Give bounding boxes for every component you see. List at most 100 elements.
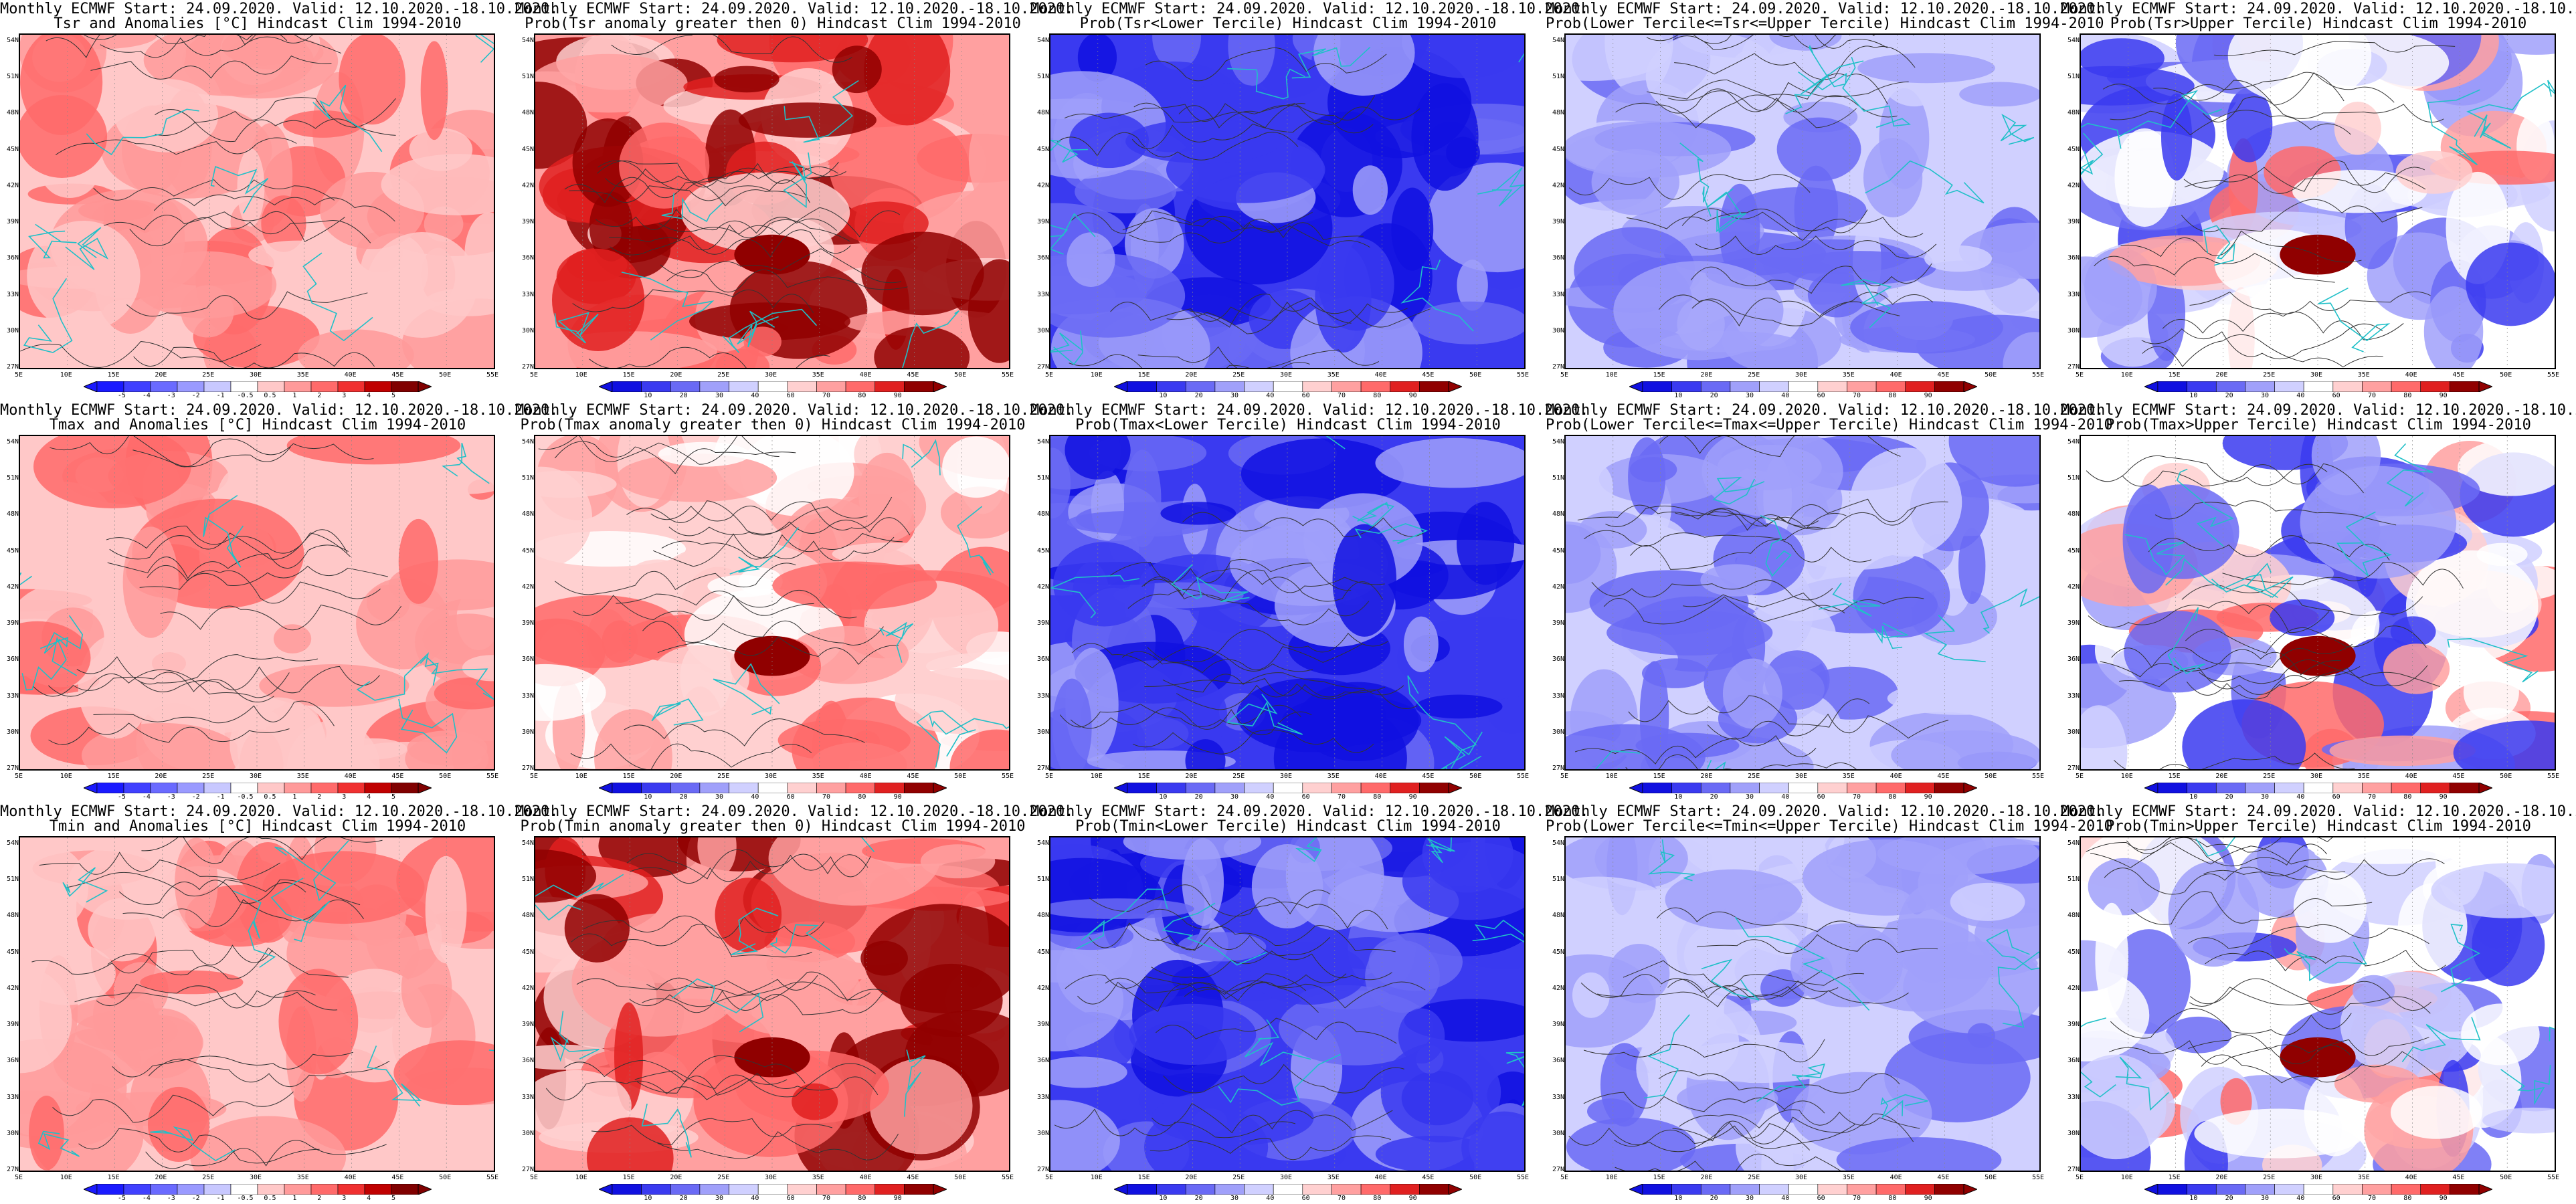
- contour-line: [1155, 1017, 1397, 1044]
- longitude-label: 50E: [1985, 371, 1997, 379]
- colorbar-label: 2: [317, 1195, 322, 1202]
- colorbar-label: 60: [786, 793, 795, 801]
- contour-line: [2214, 41, 2456, 56]
- latitude-label: 36N: [1036, 254, 1049, 262]
- contour-line: [545, 1078, 788, 1100]
- coastline: [1295, 837, 1322, 862]
- latitude-label: 33N: [6, 692, 19, 700]
- latitude-label: 36N: [521, 254, 534, 262]
- longitude-label: 30E: [1279, 371, 1293, 379]
- colorbar-label: 30: [1745, 793, 1754, 801]
- shaded-field: [1769, 35, 1842, 51]
- latitude-label: 48N: [6, 109, 19, 117]
- latitude-label: 54N: [1552, 839, 1564, 847]
- latitude-label: 30N: [2067, 1129, 2080, 1137]
- longitude-label: 20E: [2215, 773, 2228, 780]
- colorbar-label: 90: [1408, 1195, 1417, 1202]
- panel-title-line2: Prob(Tsr anomaly greater then 0) Hindcas…: [525, 15, 1021, 32]
- shaded-field: [968, 259, 1009, 363]
- colorbar-segment: [1671, 381, 1701, 392]
- shaded-field: [1671, 1041, 1844, 1084]
- colorbar-segment: [1847, 783, 1877, 793]
- shaded-field: [2390, 1086, 2482, 1139]
- longitude-label: 45E: [2452, 1174, 2465, 1181]
- colorbar-segment: [364, 381, 392, 392]
- latitude-label: 30N: [1036, 728, 1049, 736]
- colorbar-segment: [96, 1184, 124, 1195]
- colorbar-segment: [310, 783, 339, 793]
- colorbar-arrow-right: [1448, 783, 1462, 793]
- forecast-panel: Monthly ECMWF Start: 24.09.2020. Valid: …: [0, 401, 558, 803]
- contour-line: [109, 532, 351, 560]
- forecast-panel: Monthly ECMWF Start: 24.09.2020. Valid: …: [2061, 401, 2576, 803]
- shaded-field: [1857, 53, 1995, 84]
- longitude-label: 5E: [14, 773, 23, 780]
- shaded-field: [1052, 678, 1092, 769]
- contour-line: [45, 35, 288, 58]
- contour-line: [1623, 960, 1865, 988]
- colorbar-segment: [1127, 783, 1157, 793]
- longitude-label: 40E: [1890, 1174, 1902, 1181]
- shaded-field: [381, 154, 494, 215]
- shaded-field: [407, 730, 488, 766]
- colorbar-segment: [2245, 783, 2275, 793]
- shaded-field: [2466, 242, 2555, 326]
- colorbar-label: 80: [2403, 1195, 2412, 1202]
- latitude-label: 39N: [1552, 1021, 1564, 1029]
- colorbar-label: 5: [391, 793, 396, 801]
- coastline: [879, 621, 914, 663]
- latitude-label: 42N: [1552, 583, 1564, 591]
- contour-line: [1151, 950, 1392, 981]
- panel-title-line2: Tmin and Anomalies [°C] Hindcast Clim 19…: [49, 818, 466, 835]
- colorbar-segment: [757, 1184, 788, 1195]
- shaded-field: [1240, 438, 1404, 509]
- colorbar-label: -1: [216, 793, 225, 801]
- shaded-field: [1776, 117, 1861, 181]
- longitude-label: 55E: [2031, 1174, 2045, 1181]
- longitude-label: 35E: [2357, 371, 2370, 379]
- latitude-label: 45N: [2067, 948, 2080, 956]
- colorbar-label: 70: [2367, 793, 2377, 801]
- colorbar-segment: [1671, 1184, 1701, 1195]
- latitude-label: 54N: [1552, 438, 1564, 445]
- shaded-field: [1790, 923, 1903, 1007]
- latitude-label: 54N: [6, 438, 19, 445]
- contour-line: [2203, 858, 2445, 880]
- latitude-label: 48N: [1552, 510, 1564, 518]
- contour-line: [629, 981, 871, 1007]
- contour-line: [572, 289, 814, 314]
- contour-line: [1605, 506, 1847, 529]
- colorbar-segment: [1642, 783, 1672, 793]
- colorbar-segment: [257, 783, 285, 793]
- latitude-label: 48N: [1036, 109, 1049, 117]
- longitude-label: 35E: [1842, 1174, 1855, 1181]
- latitude-label: 51N: [6, 474, 19, 482]
- shaded-field: [409, 128, 473, 171]
- longitude-label: 20E: [155, 773, 167, 780]
- hot-spot: [2280, 234, 2356, 275]
- contour-line: [646, 971, 888, 1002]
- latitude-label: 42N: [521, 181, 534, 189]
- longitude-label: 45E: [907, 371, 919, 379]
- shaded-field: [1700, 564, 1772, 597]
- longitude-label: 50E: [1469, 1174, 1482, 1181]
- latitude-label: 45N: [1036, 145, 1049, 153]
- colorbar-arrow-right: [933, 783, 947, 793]
- latitude-label: 36N: [521, 656, 534, 664]
- longitude-label: 25E: [717, 1174, 730, 1181]
- colorbar-segment: [1331, 1184, 1362, 1195]
- shaded-field: [259, 664, 409, 707]
- longitude-label: 45E: [1422, 1174, 1435, 1181]
- colorbar-label: -1: [216, 392, 225, 399]
- forecast-panel: Monthly ECMWF Start: 24.09.2020. Valid: …: [2061, 0, 2576, 401]
- latitude-label: 51N: [2067, 474, 2080, 482]
- colorbar-segment: [787, 1184, 817, 1195]
- longitude-label: 15E: [1653, 371, 1665, 379]
- colorbar-segment: [670, 381, 701, 392]
- longitude-label: 25E: [2263, 371, 2276, 379]
- longitude-label: 20E: [2215, 1174, 2228, 1181]
- forecast-panel: Monthly ECMWF Start: 24.09.2020. Valid: …: [1030, 803, 1588, 1204]
- colorbar-label: 40: [1266, 793, 1275, 801]
- coastline: [2318, 287, 2391, 353]
- colorbar-label: 3: [342, 392, 347, 399]
